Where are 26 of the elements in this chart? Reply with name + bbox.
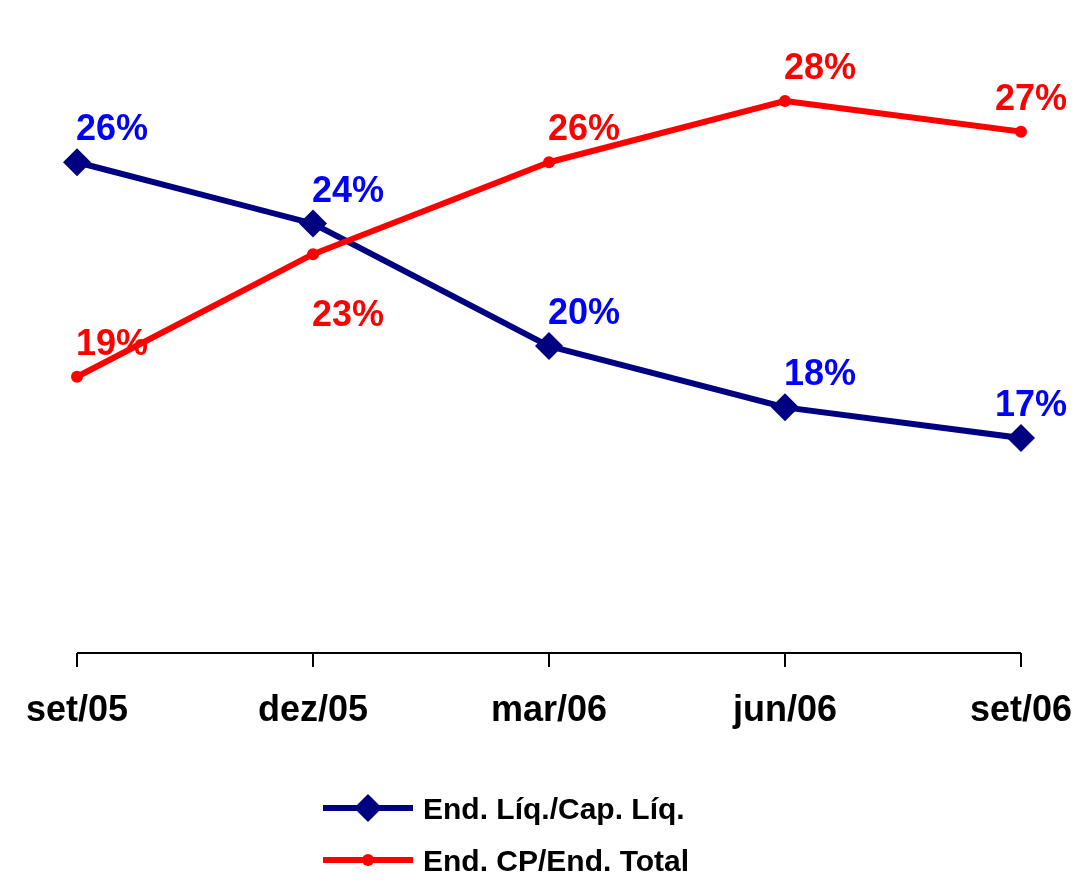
point (71, 370, 83, 383)
x-tick-label: mar/06 (490, 688, 608, 729)
x-tick-label: jun/06 (731, 688, 838, 729)
data-label: 18% (783, 352, 857, 394)
x-tick-label: set/05 (25, 688, 129, 729)
legend-label: End. Líq./Cap. Líq. (423, 792, 685, 825)
point (1007, 424, 1035, 452)
point (771, 393, 799, 422)
point (779, 95, 791, 107)
data-label: 28% (783, 46, 857, 87)
data-label: 24% (311, 168, 385, 210)
point (63, 148, 91, 177)
x-tick-label: set/06 (969, 688, 1073, 729)
data-label: 17% (994, 383, 1068, 424)
legend-label: End. CP/End. Total (423, 844, 690, 877)
data-label: 23% (311, 293, 385, 335)
data-label: 20% (547, 291, 621, 333)
point (299, 209, 327, 238)
data-label: 26% (75, 107, 149, 149)
data-label: 27% (994, 76, 1068, 118)
point (543, 156, 555, 169)
point (1015, 125, 1027, 138)
data-label: 26% (547, 107, 621, 149)
point (307, 248, 319, 261)
point (535, 332, 563, 361)
x-tick-label: dez/05 (257, 688, 369, 729)
